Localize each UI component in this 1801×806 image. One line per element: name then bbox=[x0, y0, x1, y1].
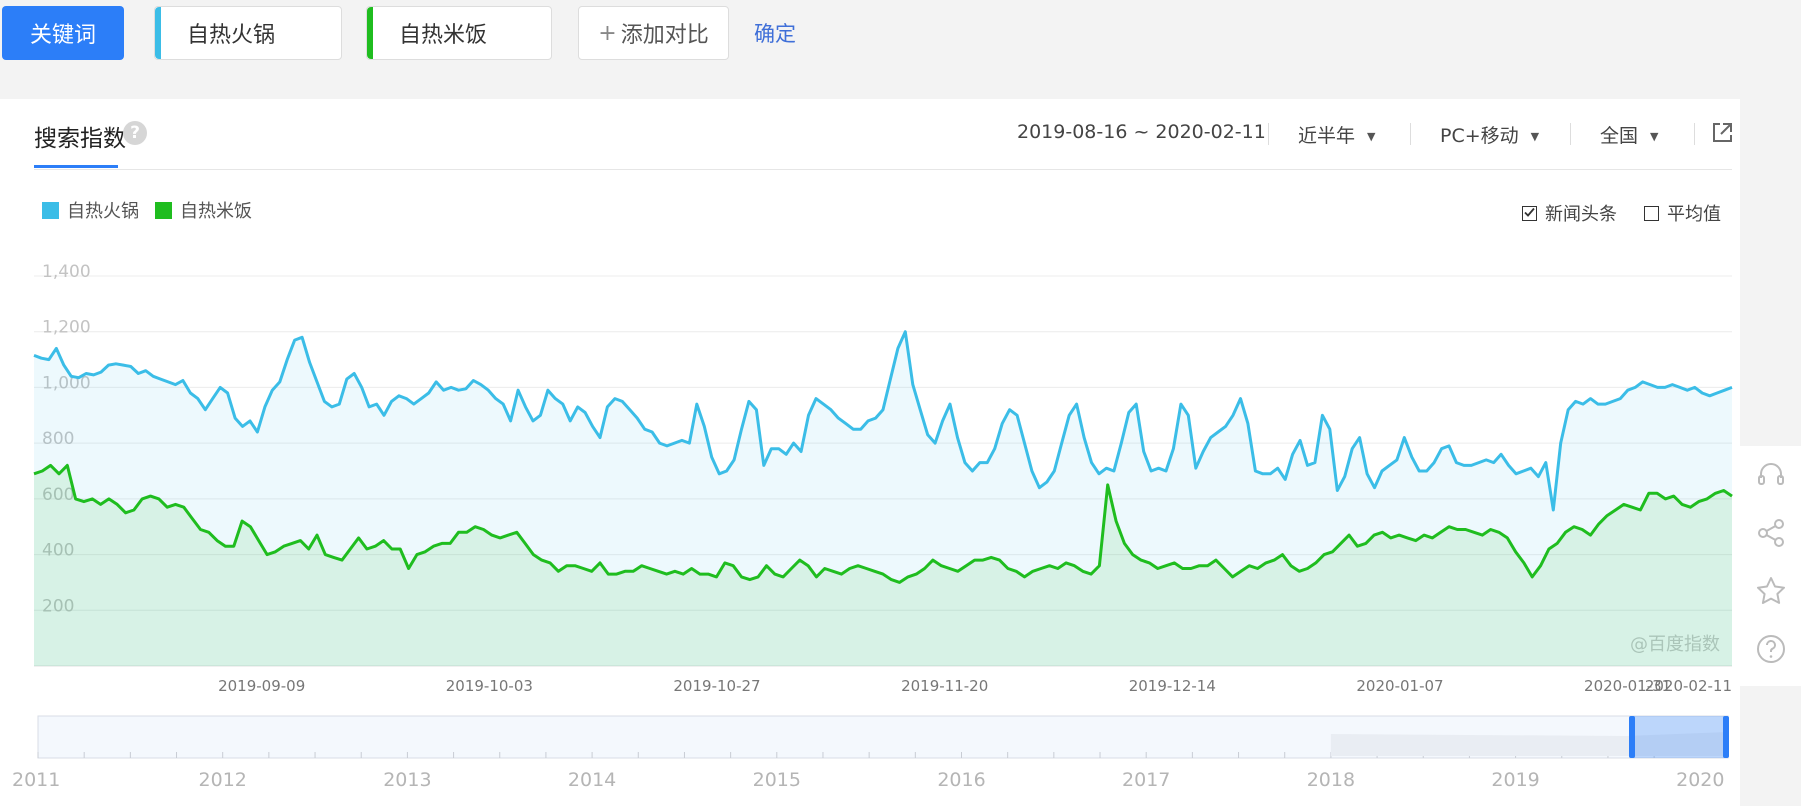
navigator-year-label: 2013 bbox=[383, 769, 431, 791]
navigator-year-label: 2012 bbox=[199, 769, 247, 791]
search-index-panel: 搜索指数 ? 2019-08-16 ~ 2020-02-11 近半年 ▼ PC+移… bbox=[0, 99, 1740, 806]
device-select[interactable]: PC+移动 ▼ bbox=[1440, 121, 1539, 148]
caret-down-icon: ▼ bbox=[1650, 130, 1659, 143]
keyword-input-1[interactable]: 自热火锅 bbox=[154, 6, 342, 60]
star-icon[interactable] bbox=[1754, 574, 1788, 608]
keyword-2-label: 自热米饭 bbox=[399, 23, 488, 48]
checkbox-unchecked-icon bbox=[1644, 205, 1659, 221]
external-link-icon[interactable] bbox=[1710, 121, 1734, 145]
divider bbox=[1268, 123, 1269, 145]
navigator-year-label: 2011 bbox=[12, 769, 60, 791]
legend-swatch bbox=[42, 201, 59, 219]
device-value: PC+移动 bbox=[1440, 125, 1519, 147]
navigator-year-label: 2017 bbox=[1122, 769, 1170, 791]
side-toolbar bbox=[1740, 446, 1801, 686]
keyword-1-label: 自热火锅 bbox=[187, 23, 276, 48]
keyword-input-2[interactable]: 自热米饭 bbox=[366, 6, 552, 60]
y-tick-label: 1,200 bbox=[42, 318, 91, 338]
add-compare-button[interactable]: + 添加对比 bbox=[578, 6, 729, 60]
y-tick-label: 1,400 bbox=[42, 262, 91, 282]
navigator-minitrend bbox=[1330, 732, 1728, 756]
divider bbox=[1570, 123, 1571, 145]
period-select[interactable]: 近半年 ▼ bbox=[1298, 121, 1375, 148]
divider bbox=[1410, 123, 1411, 145]
navigator-handle-left[interactable] bbox=[1629, 716, 1635, 758]
legend-swatch bbox=[155, 201, 172, 219]
x-tick-label: 2020-01-07 bbox=[1356, 677, 1443, 695]
watermark: @百度指数 bbox=[1630, 630, 1720, 656]
legend-item-2[interactable]: 自热米饭 bbox=[155, 197, 252, 223]
y-tick-label: 600 bbox=[42, 485, 74, 505]
divider bbox=[1694, 123, 1695, 145]
add-compare-label: 添加对比 bbox=[620, 23, 709, 48]
x-tick-label: 2019-10-27 bbox=[673, 677, 760, 695]
navigator-year-label: 2014 bbox=[568, 769, 616, 791]
caret-down-icon: ▼ bbox=[1530, 130, 1540, 143]
keyword-color-stripe-1 bbox=[155, 7, 161, 59]
share-icon[interactable] bbox=[1754, 516, 1788, 550]
legend-label: 自热火锅 bbox=[67, 201, 139, 222]
navigator-year-label: 2018 bbox=[1307, 769, 1355, 791]
legend-item-1[interactable]: 自热火锅 bbox=[42, 197, 139, 223]
plus-icon: + bbox=[598, 20, 617, 46]
navigator-year-label: 2016 bbox=[937, 769, 985, 791]
y-tick-label: 200 bbox=[42, 596, 74, 616]
date-range-picker[interactable]: 2019-08-16 ~ 2020-02-11 bbox=[1017, 121, 1266, 143]
navigator-year-label: 2020 bbox=[1676, 769, 1724, 791]
confirm-link[interactable]: 确定 bbox=[754, 22, 796, 46]
news-headline-checkbox[interactable]: 新闻头条 bbox=[1522, 200, 1617, 226]
keyword-button[interactable]: 关键词 bbox=[2, 6, 124, 60]
tab-search-index[interactable]: 搜索指数 bbox=[34, 126, 126, 152]
checkbox-checked-icon bbox=[1522, 205, 1537, 221]
y-tick-label: 400 bbox=[42, 541, 74, 561]
keyword-color-stripe-2 bbox=[367, 7, 373, 59]
period-value: 近半年 bbox=[1298, 125, 1356, 147]
x-tick-label: 2019-09-09 bbox=[218, 677, 305, 695]
region-select[interactable]: 全国 ▼ bbox=[1600, 121, 1658, 148]
legend-label: 自热米饭 bbox=[180, 201, 252, 222]
headset-icon[interactable] bbox=[1754, 458, 1788, 492]
help-circle-icon[interactable] bbox=[1754, 632, 1788, 666]
series-area-1 bbox=[34, 331, 1732, 666]
help-icon[interactable]: ? bbox=[123, 121, 147, 145]
region-value: 全国 bbox=[1600, 125, 1639, 147]
caret-down-icon: ▼ bbox=[1367, 130, 1376, 143]
navigator-handle-right[interactable] bbox=[1723, 716, 1729, 758]
average-label: 平均值 bbox=[1667, 204, 1721, 225]
average-checkbox[interactable]: 平均值 bbox=[1644, 200, 1721, 226]
x-tick-label: 2020-02-11 bbox=[1645, 677, 1732, 695]
header-divider bbox=[34, 169, 1732, 170]
series-line-1 bbox=[33, 330, 1733, 512]
x-tick-label: 2019-10-03 bbox=[446, 677, 533, 695]
x-tick-label: 2020-01-31 bbox=[1584, 677, 1671, 695]
tab-active-indicator bbox=[34, 165, 118, 168]
x-tick-label: 2019-12-14 bbox=[1129, 677, 1216, 695]
navigator-year-label: 2019 bbox=[1491, 769, 1539, 791]
series-line-2 bbox=[33, 463, 1733, 584]
y-tick-label: 800 bbox=[42, 429, 74, 449]
navigator-year-label: 2015 bbox=[753, 769, 801, 791]
navigator-selection bbox=[1632, 716, 1726, 758]
series-area-2 bbox=[34, 465, 1732, 666]
news-headline-label: 新闻头条 bbox=[1545, 204, 1617, 225]
x-tick-label: 2019-11-20 bbox=[901, 677, 988, 695]
